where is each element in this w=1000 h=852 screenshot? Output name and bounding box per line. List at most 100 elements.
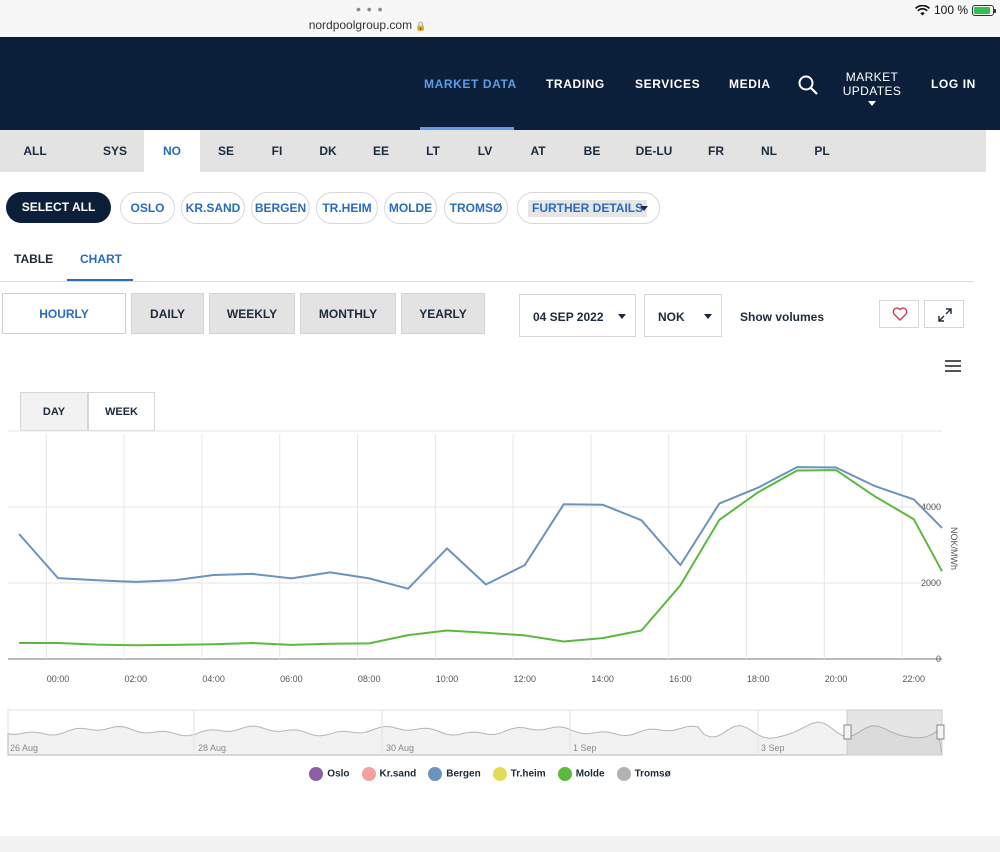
show-volumes-toggle[interactable]: Show volumes — [740, 310, 825, 324]
series-line-bergen — [18, 466, 943, 590]
legend-label: Molde — [575, 768, 605, 780]
price-chart[interactable]: 00:00 02:00 04:00 06:00 08:00 10:00 12:00 14:00… — [0, 430, 980, 695]
legend-dot-icon — [492, 767, 507, 781]
legend-label: Oslo — [327, 768, 350, 780]
legend-dot-icon — [557, 767, 572, 781]
area-tab-all[interactable]: ALL — [23, 144, 47, 158]
area-tab-at[interactable]: AT — [530, 144, 546, 158]
legend-label: Kr.sand — [379, 768, 417, 780]
date-select[interactable]: 04 SEP 2022 — [519, 294, 636, 337]
chevron-down-icon — [640, 206, 648, 211]
market-updates-label: MARKET UPDATES — [842, 70, 902, 98]
heart-icon — [892, 307, 908, 321]
nav-media[interactable]: MEDIA — [729, 77, 771, 91]
legend-item-trheim[interactable]: Tr.heim — [492, 767, 546, 781]
browser-bar: • • • nordpoolgroup.com 🔒 100 % — [0, 0, 1000, 37]
battery-icon — [972, 4, 996, 16]
navigator-label: 28 Aug — [198, 743, 226, 753]
area-tab-fr[interactable]: FR — [708, 144, 724, 158]
chart-legend: Oslo Kr.sand Bergen Tr.heim Molde Tromsø — [0, 767, 980, 781]
more-icon[interactable]: • • • — [356, 1, 384, 17]
legend-item-oslo[interactable]: Oslo — [309, 767, 350, 781]
navigator-selection — [846, 709, 943, 756]
daily-button[interactable]: DAILY — [131, 293, 204, 334]
area-tab-se[interactable]: SE — [217, 144, 234, 158]
area-tab-be[interactable]: BE — [583, 144, 601, 158]
area-tab-ee[interactable]: EE — [372, 144, 389, 158]
chip-tromso[interactable]: TROMSØ — [444, 192, 508, 224]
tab-table[interactable]: TABLE — [14, 252, 54, 266]
login-link[interactable]: LOG IN — [931, 77, 976, 91]
hourly-button[interactable]: HOURLY — [2, 293, 126, 334]
chip-tr-heim[interactable]: TR.HEIM — [316, 192, 378, 224]
x-tick-label: 22:00 — [903, 674, 926, 684]
area-tab-nl[interactable]: NL — [761, 144, 777, 158]
chip-oslo[interactable]: OSLO — [120, 192, 175, 224]
legend-label: Tromsø — [634, 768, 671, 780]
legend-dot-icon — [428, 767, 443, 781]
chevron-down-icon — [618, 314, 626, 319]
nav-active-indicator — [420, 127, 514, 130]
area-tab-dk[interactable]: DK — [319, 144, 337, 158]
chevron-down-icon — [868, 101, 876, 106]
further-details-dropdown[interactable]: FURTHER DETAILS — [517, 192, 660, 224]
market-updates-menu[interactable]: MARKET UPDATES — [840, 70, 904, 106]
area-tab-fi[interactable]: FI — [271, 144, 283, 158]
monthly-button[interactable]: MONTHLY — [300, 293, 396, 334]
currency-select[interactable]: NOK — [644, 294, 722, 337]
fullscreen-button[interactable] — [924, 300, 964, 328]
yearly-button[interactable]: YEARLY — [401, 293, 485, 334]
area-tab-pl[interactable]: PL — [814, 144, 830, 158]
area-tab-lt[interactable]: LT — [426, 144, 440, 158]
further-details-label: FURTHER DETAILS — [528, 200, 648, 217]
chevron-down-icon — [704, 314, 712, 319]
week-button[interactable]: WEEK — [88, 392, 155, 431]
weekly-button[interactable]: WEEKLY — [209, 293, 295, 334]
currency-select-value: NOK — [658, 310, 685, 324]
x-tick-label: 16:00 — [669, 674, 692, 684]
lock-icon: 🔒 — [415, 21, 427, 31]
area-tab-no[interactable]: NO — [144, 130, 200, 172]
divider — [0, 281, 974, 282]
chart-menu-icon[interactable] — [945, 360, 961, 374]
day-button[interactable]: DAY — [20, 392, 88, 431]
series-line-molde — [19, 469, 943, 647]
url-text: nordpoolgroup.com — [308, 18, 413, 32]
legend-item-troms[interactable]: Tromsø — [616, 767, 671, 781]
navigator-handle-left — [843, 724, 852, 740]
select-all-button[interactable]: SELECT ALL — [6, 192, 111, 223]
nav-services[interactable]: SERVICES — [635, 77, 701, 91]
chip-molde[interactable]: MOLDE — [384, 192, 437, 224]
area-tab-de-lu[interactable]: DE-LU — [635, 144, 673, 158]
x-tick-label: 00:00 — [47, 674, 70, 684]
legend-label: Tr.heim — [510, 768, 546, 780]
legend-item-bergen[interactable]: Bergen — [428, 767, 481, 781]
chip-kr-sand[interactable]: KR.SAND — [181, 192, 245, 224]
legend-item-molde[interactable]: Molde — [557, 767, 605, 781]
navigator-label: 3 Sep — [761, 743, 785, 753]
area-tab-lv[interactable]: LV — [477, 144, 493, 158]
chip-bergen[interactable]: BERGEN — [251, 192, 310, 224]
nav-trading[interactable]: TRADING — [546, 77, 605, 91]
legend-item-krsand[interactable]: Kr.sand — [361, 767, 417, 781]
x-tick-label: 04:00 — [202, 674, 225, 684]
url-bar[interactable]: nordpoolgroup.com 🔒 — [0, 18, 735, 32]
main-navbar — [0, 37, 1000, 130]
y-tick-label: 0 — [936, 654, 941, 664]
area-tab-sys[interactable]: SYS — [102, 144, 127, 158]
nav-market-data[interactable]: MARKET DATA — [424, 77, 517, 91]
tab-active-indicator — [67, 279, 133, 281]
x-tick-label: 18:00 — [747, 674, 770, 684]
navigator-label: 1 Sep — [573, 743, 597, 753]
favorite-button[interactable] — [879, 300, 919, 328]
x-tick-label: 02:00 — [125, 674, 148, 684]
search-icon[interactable] — [798, 75, 818, 95]
date-select-value: 04 SEP 2022 — [533, 310, 604, 324]
legend-label: Bergen — [446, 768, 481, 780]
tab-chart[interactable]: CHART — [80, 252, 122, 266]
chart-navigator[interactable]: 26 Aug 28 Aug 30 Aug 1 Sep 3 Sep — [0, 705, 980, 760]
y-axis-label: NOK/MWh — [949, 527, 959, 570]
x-tick-label: 20:00 — [825, 674, 848, 684]
navigator-handle-right — [936, 724, 945, 740]
legend-dot-icon — [616, 767, 631, 781]
